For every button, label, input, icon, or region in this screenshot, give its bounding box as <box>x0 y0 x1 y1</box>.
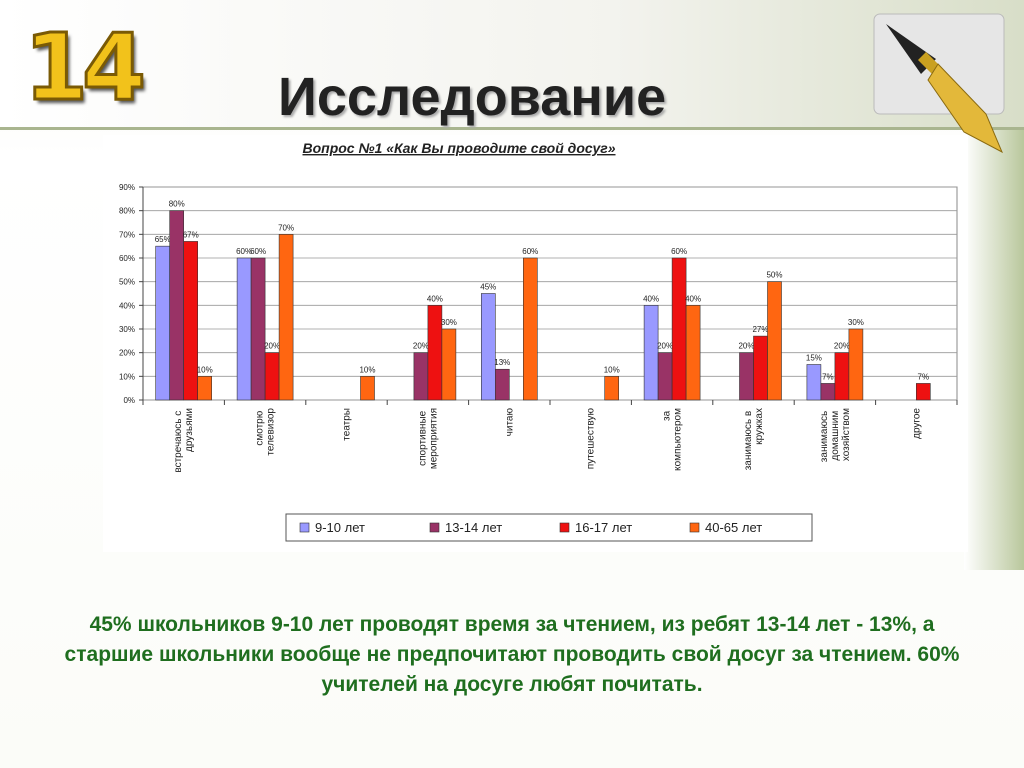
bar <box>685 305 701 401</box>
bar <box>604 376 620 401</box>
bar <box>671 257 687 401</box>
bar <box>264 352 280 401</box>
x-tick-label: за компьютером <box>662 408 684 471</box>
x-tick-label: театры <box>342 408 353 441</box>
bar <box>250 257 266 401</box>
value-label: 7% <box>822 372 834 381</box>
value-label: 45% <box>480 283 496 292</box>
bar <box>657 352 673 401</box>
bar <box>183 241 198 401</box>
y-tick-label: 0% <box>123 396 135 405</box>
bar <box>169 210 184 401</box>
value-label: 67% <box>183 230 199 239</box>
x-tick-label: путешествую <box>586 408 597 470</box>
bar <box>915 383 931 401</box>
legend-label: 13-14 лет <box>445 520 502 535</box>
pen-icon <box>873 13 1005 154</box>
y-tick-label: 10% <box>119 372 135 381</box>
y-tick-label: 30% <box>119 325 135 334</box>
bar <box>155 245 171 401</box>
y-tick-label: 50% <box>119 278 135 287</box>
value-label: 60% <box>250 247 266 256</box>
bar <box>834 352 850 401</box>
x-tick-label: читаю <box>504 408 515 437</box>
icon-frame <box>873 13 1005 115</box>
bar <box>278 234 294 401</box>
value-label: 30% <box>848 318 864 327</box>
y-tick-label: 20% <box>119 349 135 358</box>
value-label: 60% <box>522 247 538 256</box>
bar <box>236 257 252 401</box>
legend-label: 40-65 лет <box>705 520 762 535</box>
legend-label: 9-10 лет <box>315 520 365 535</box>
legend-swatch <box>299 522 310 533</box>
bar <box>197 376 212 401</box>
value-label: 13% <box>494 358 510 367</box>
side-band <box>964 130 1024 570</box>
chart: Вопрос №1 «Как Вы проводите свой досуг» … <box>103 135 968 552</box>
bar <box>427 305 443 401</box>
value-label: 60% <box>671 247 687 256</box>
value-label: 7% <box>918 372 930 381</box>
bar <box>494 368 510 401</box>
legend-swatch <box>559 522 570 533</box>
x-tick-label: смотрю телевизор <box>255 408 277 456</box>
value-label: 15% <box>806 354 822 363</box>
bar <box>848 328 864 401</box>
value-label: 60% <box>236 247 252 256</box>
y-tick-label: 60% <box>119 254 135 263</box>
value-label: 50% <box>766 271 782 280</box>
value-label: 10% <box>359 365 375 374</box>
bar <box>820 383 836 401</box>
slide-number: 14 <box>22 13 147 123</box>
bar <box>480 293 496 401</box>
y-tick-label: 80% <box>119 207 135 216</box>
bar <box>413 352 429 401</box>
legend-swatch <box>689 522 700 533</box>
bar <box>739 352 754 401</box>
legend-label: 16-17 лет <box>575 520 632 535</box>
x-tick-label: встречаюсь с друзьями <box>173 408 195 473</box>
bar <box>522 257 538 401</box>
value-label: 20% <box>264 342 280 351</box>
value-label: 30% <box>441 318 457 327</box>
value-label: 70% <box>278 223 294 232</box>
x-tick-label: спортивные мероприятия <box>417 408 439 469</box>
legend-swatch <box>429 522 440 533</box>
header-rule <box>0 127 1024 130</box>
bar <box>806 364 822 401</box>
bar <box>441 328 457 401</box>
value-label: 20% <box>834 342 850 351</box>
value-label: 20% <box>657 342 673 351</box>
value-label: 40% <box>427 294 443 303</box>
x-tick-label: другое <box>911 408 922 439</box>
value-label: 40% <box>643 294 659 303</box>
value-label: 20% <box>413 342 429 351</box>
value-label: 20% <box>738 342 754 351</box>
header-band <box>0 0 1024 128</box>
slide-title: Исследование <box>278 67 667 127</box>
bar <box>767 281 782 401</box>
y-tick-label: 90% <box>119 183 135 192</box>
value-label: 80% <box>169 200 185 209</box>
bar <box>753 335 768 401</box>
value-label: 65% <box>155 235 171 244</box>
bar <box>643 305 659 401</box>
x-tick-label: занимаюсь домашним хозяйством <box>819 408 852 462</box>
value-label: 40% <box>685 294 701 303</box>
x-tick-label: занимаюсь в кружках <box>743 408 765 470</box>
value-label: 10% <box>604 365 620 374</box>
value-label: 10% <box>197 365 213 374</box>
value-label: 27% <box>752 325 768 334</box>
legend-box <box>285 513 813 542</box>
y-tick-label: 40% <box>119 301 135 310</box>
pen-nib <box>927 63 1004 154</box>
caption: 45% школьников 9-10 лет проводят время з… <box>64 613 960 696</box>
bar <box>360 376 375 401</box>
chart-title: Вопрос №1 «Как Вы проводите свой досуг» <box>302 140 615 156</box>
y-tick-label: 70% <box>119 230 135 239</box>
